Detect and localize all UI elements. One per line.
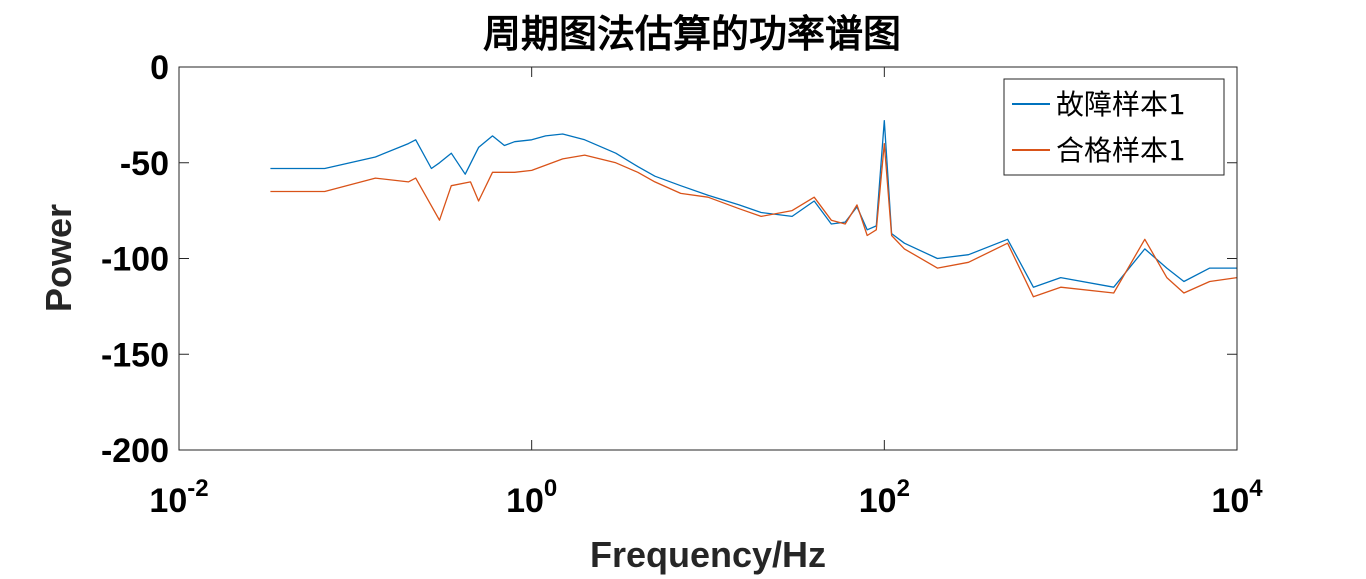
- y-tick-label: -50: [120, 145, 169, 183]
- series-layer: [270, 119, 1238, 298]
- legend-label-series-2: 合格样本1: [1056, 134, 1186, 167]
- x-tick-label: 10-2: [149, 475, 208, 520]
- y-tick-label: -200: [101, 432, 169, 470]
- x-axis-label: Frequency/Hz: [590, 534, 826, 575]
- y-axis: 0 -50 -100 -150 -200: [101, 49, 1237, 470]
- y-axis-label: Power: [38, 204, 79, 312]
- x-tick-label: 100: [506, 475, 557, 520]
- legend-label-series-1: 故障样本1: [1056, 88, 1186, 121]
- series-line-1: [270, 119, 1237, 288]
- y-tick-label: -100: [101, 241, 169, 279]
- y-tick-label: -150: [101, 336, 169, 374]
- legend-box: [1003, 78, 1225, 176]
- y-tick-label: 0: [150, 49, 169, 87]
- series-line-2: [270, 142, 1238, 298]
- x-tick-label: 104: [1211, 475, 1263, 520]
- x-axis: 10-2 100 102 104: [149, 67, 1263, 520]
- x-tick-label: 102: [859, 475, 910, 520]
- legend: 故障样本1 合格样本1: [1003, 78, 1225, 176]
- chart-title: 周期图法估算的功率谱图: [483, 11, 901, 56]
